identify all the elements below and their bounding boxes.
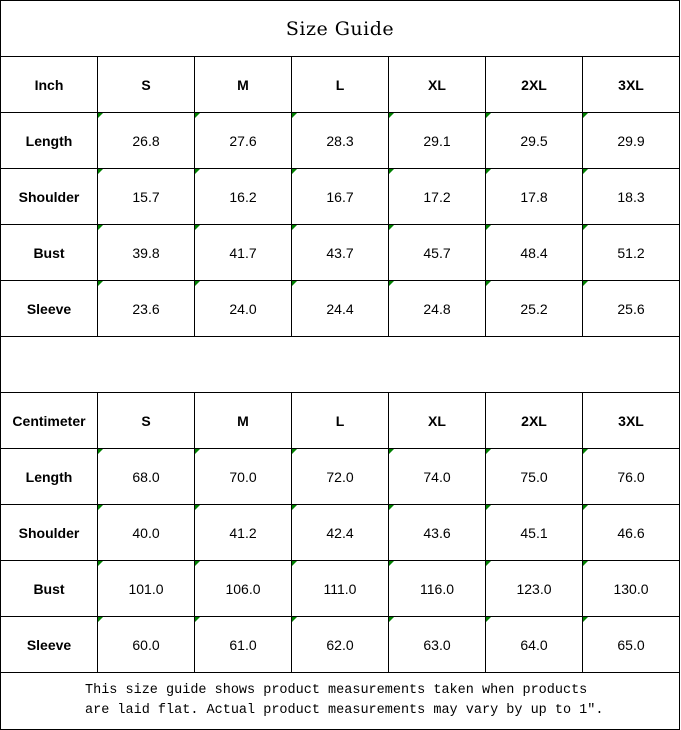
measurement-cell: 40.0 (97, 504, 195, 561)
measurement-cell: 76.0 (581, 448, 681, 505)
measurement-cell: 123.0 (485, 560, 583, 617)
measurement-cell: 15.7 (97, 168, 195, 225)
size-header: XL (388, 392, 486, 449)
table-row: Sleeve 60.0 61.0 62.0 63.0 64.0 65.0 (0, 616, 681, 673)
measurement-cell: 61.0 (194, 616, 292, 673)
empty-row (0, 336, 681, 393)
footer-line: This size guide shows product measuremen… (85, 683, 588, 698)
measurement-cell: 24.4 (291, 280, 389, 337)
row-label: Shoulder (0, 504, 98, 561)
row-label: Bust (0, 224, 98, 281)
measurement-cell: 70.0 (194, 448, 292, 505)
measurement-cell: 48.4 (485, 224, 583, 281)
footer-line: are laid flat. Actual product measuremen… (85, 703, 604, 718)
table-row: Length 26.8 27.6 28.3 29.1 29.5 29.9 (0, 112, 681, 169)
size-header: L (291, 392, 389, 449)
measurement-cell: 23.6 (97, 280, 195, 337)
measurement-cell: 24.8 (388, 280, 486, 337)
size-header: 3XL (581, 56, 681, 113)
measurement-cell: 17.8 (485, 168, 583, 225)
size-header: L (291, 56, 389, 113)
header-row: Centimeter S M L XL 2XL 3XL (0, 392, 681, 449)
row-label: Sleeve (0, 280, 98, 337)
measurement-cell: 43.6 (388, 504, 486, 561)
measurement-cell: 25.2 (485, 280, 583, 337)
measurement-cell: 43.7 (291, 224, 389, 281)
measurement-cell: 111.0 (291, 560, 389, 617)
row-label: Bust (0, 560, 98, 617)
table-row: Bust 101.0 106.0 111.0 116.0 123.0 130.0 (0, 560, 681, 617)
measurement-cell: 68.0 (97, 448, 195, 505)
measurement-cell: 62.0 (291, 616, 389, 673)
measurement-cell: 65.0 (581, 616, 681, 673)
row-label: Sleeve (0, 616, 98, 673)
measurement-cell: 45.1 (485, 504, 583, 561)
measurement-cell: 29.5 (485, 112, 583, 169)
size-header: 3XL (581, 392, 681, 449)
size-header: 2XL (485, 392, 583, 449)
table-row: Shoulder 15.7 16.2 16.7 17.2 17.8 18.3 (0, 168, 681, 225)
footer-note: This size guide shows product measuremen… (0, 672, 681, 730)
measurement-cell: 25.6 (581, 280, 681, 337)
measurement-cell: 60.0 (97, 616, 195, 673)
unit-header: Centimeter (0, 392, 98, 449)
size-header: M (194, 392, 292, 449)
row-label: Length (0, 448, 98, 505)
measurement-cell: 72.0 (291, 448, 389, 505)
measurement-cell: 18.3 (581, 168, 681, 225)
measurement-cell: 63.0 (388, 616, 486, 673)
measurement-cell: 41.7 (194, 224, 292, 281)
size-header: 2XL (485, 56, 583, 113)
measurement-cell: 45.7 (388, 224, 486, 281)
footer-row: This size guide shows product measuremen… (0, 672, 681, 730)
header-row: Inch S M L XL 2XL 3XL (0, 56, 681, 113)
measurement-cell: 17.2 (388, 168, 486, 225)
table-row: Sleeve 23.6 24.0 24.4 24.8 25.2 25.6 (0, 280, 681, 337)
measurement-cell: 28.3 (291, 112, 389, 169)
measurement-cell: 106.0 (194, 560, 292, 617)
spacer-row (0, 336, 681, 393)
size-header: S (97, 392, 195, 449)
measurement-cell: 41.2 (194, 504, 292, 561)
measurement-cell: 29.9 (581, 112, 681, 169)
measurement-cell: 26.8 (97, 112, 195, 169)
measurement-cell: 51.2 (581, 224, 681, 281)
table-row: Bust 39.8 41.7 43.7 45.7 48.4 51.2 (0, 224, 681, 281)
measurement-cell: 16.2 (194, 168, 292, 225)
measurement-cell: 27.6 (194, 112, 292, 169)
measurement-cell: 46.6 (581, 504, 681, 561)
measurement-cell: 16.7 (291, 168, 389, 225)
measurement-cell: 24.0 (194, 280, 292, 337)
measurement-cell: 74.0 (388, 448, 486, 505)
table-row: Shoulder 40.0 41.2 42.4 43.6 45.1 46.6 (0, 504, 681, 561)
measurement-cell: 64.0 (485, 616, 583, 673)
measurement-cell: 130.0 (581, 560, 681, 617)
row-label: Length (0, 112, 98, 169)
measurement-cell: 101.0 (97, 560, 195, 617)
measurement-cell: 116.0 (388, 560, 486, 617)
row-label: Shoulder (0, 168, 98, 225)
unit-header: Inch (0, 56, 98, 113)
measurement-cell: 29.1 (388, 112, 486, 169)
size-header: S (97, 56, 195, 113)
table-row: Length 68.0 70.0 72.0 74.0 75.0 76.0 (0, 448, 681, 505)
measurement-cell: 42.4 (291, 504, 389, 561)
size-header: XL (388, 56, 486, 113)
page-title: Size Guide (0, 0, 681, 57)
measurement-cell: 75.0 (485, 448, 583, 505)
size-header: M (194, 56, 292, 113)
measurement-cell: 39.8 (97, 224, 195, 281)
